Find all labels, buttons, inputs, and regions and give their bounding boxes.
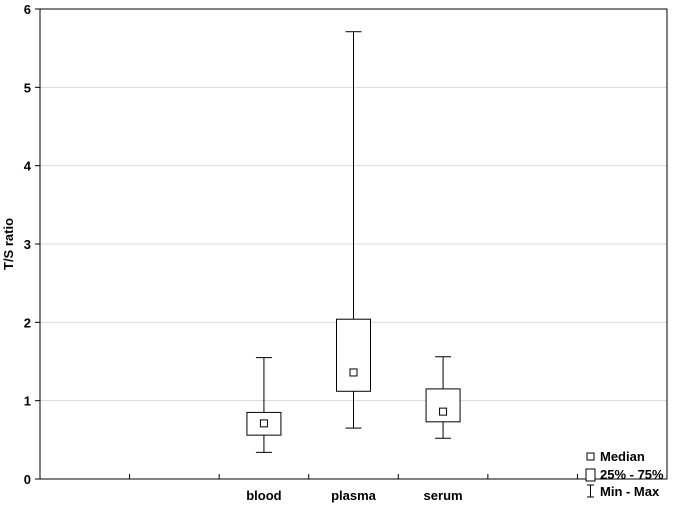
x-axis-labels: blood plasma serum (246, 488, 462, 503)
y-axis-label: T/S ratio (1, 218, 16, 270)
x-tick-label: plasma (331, 488, 377, 503)
y-tick-label: 2 (24, 315, 31, 330)
legend-label: 25% - 75% (600, 467, 664, 482)
median-legend-icon (586, 452, 595, 461)
median-marker (259, 419, 268, 428)
box-plasma (336, 31, 371, 429)
y-tick-label: 6 (24, 2, 31, 17)
y-tick-label: 1 (24, 394, 31, 409)
iqr-box (425, 388, 461, 423)
boxes (246, 31, 461, 453)
box-legend-icon (585, 468, 596, 482)
box-serum (425, 356, 461, 439)
y-tick-label: 4 (24, 159, 32, 174)
legend-item: Median (586, 449, 645, 464)
legend-item: 25% - 75% (585, 467, 664, 482)
y-tick-label: 0 (24, 472, 31, 487)
x-tick-marks (129, 474, 578, 479)
median-marker (439, 407, 448, 416)
iqr-box (336, 318, 371, 392)
median-marker (349, 368, 358, 377)
y-axis: 0 1 2 3 4 5 6 (24, 2, 40, 487)
y-tick-label: 3 (24, 237, 31, 252)
legend: Median 25% - 75% Min - Max (585, 449, 664, 499)
y-tick-label: 5 (24, 80, 31, 95)
x-tick-label: serum (424, 488, 463, 503)
box-blood (246, 357, 282, 453)
x-tick-label: blood (246, 488, 281, 503)
legend-item: Min - Max (587, 484, 660, 499)
legend-label: Median (600, 449, 645, 464)
legend-label: Min - Max (600, 484, 660, 499)
